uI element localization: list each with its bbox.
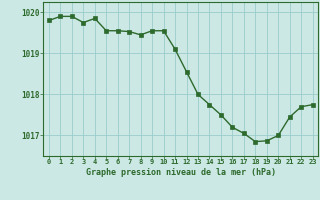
X-axis label: Graphe pression niveau de la mer (hPa): Graphe pression niveau de la mer (hPa) bbox=[86, 168, 276, 177]
